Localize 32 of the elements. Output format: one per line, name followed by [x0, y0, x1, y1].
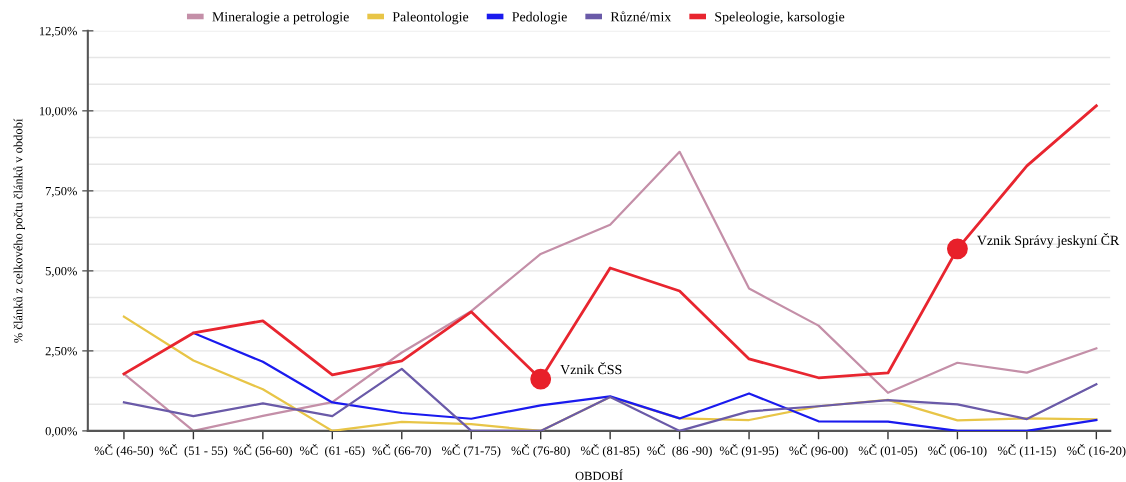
annotation: Vznik Správy jeskyní ČR — [977, 233, 1120, 248]
x-tick-label: %Č (06-10) — [928, 444, 987, 458]
x-tick-label: %Č (96-00) — [789, 444, 848, 458]
x-tick-label: %Č (61 -65) — [299, 444, 365, 458]
x-tick-label: %Č (16-20) — [1067, 444, 1126, 458]
x-tick-label: %Č (11-15) — [997, 444, 1056, 458]
legend-label: Pedologie — [512, 11, 567, 25]
y-tick-label: 7,50% — [45, 186, 77, 198]
x-tick-label: %Č (01-05) — [858, 444, 918, 458]
y-tick-label: 5,00% — [45, 266, 77, 278]
x-tick-label: %Č (56-60) — [233, 444, 292, 458]
x-tick-label: %Č (71-75) — [441, 444, 501, 458]
x-tick-label: %Č (76-80) — [511, 444, 570, 458]
x-tick-label: %Č (91-95) — [719, 444, 779, 458]
line-series — [192, 331, 1098, 431]
annotation: Vznik ČSS — [560, 362, 622, 375]
x-tick-label: %Č (86 -90) — [647, 444, 712, 458]
legend-label: Speleologie, karsologie — [715, 11, 845, 25]
y-tick-label: 0,00% — [45, 426, 77, 438]
x-tick-label: %Č (51 - 55) — [159, 444, 228, 458]
x-axis-title: OBDOBÍ — [575, 469, 623, 481]
y-tick-label: 12,50% — [39, 26, 77, 38]
line-series — [122, 150, 1098, 431]
x-tick-label: %Č (46-50) — [94, 444, 154, 458]
x-tick-label: %Č (81-85) — [580, 444, 640, 458]
y-tick-label: 10,00% — [39, 106, 77, 118]
legend-label: Mineralogie a petrologie — [212, 11, 349, 25]
x-tick-label: %Č (66-70) — [372, 444, 431, 458]
legend-label: Různé/mix — [610, 11, 672, 22]
legend-label: Paleontologie — [392, 11, 469, 25]
y-tick-label: 2,50% — [45, 346, 77, 358]
y-axis-title: % článků z celkového počtu článků v období — [13, 118, 25, 343]
